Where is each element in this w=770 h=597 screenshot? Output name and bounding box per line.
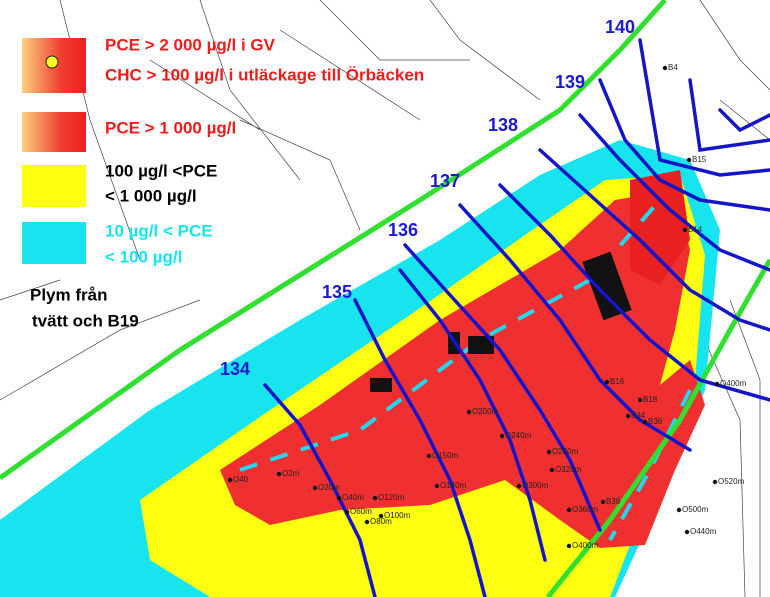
well — [676, 507, 682, 513]
well — [642, 419, 648, 425]
well-label: B38 — [606, 497, 621, 506]
well — [336, 495, 342, 501]
note: Plym från — [30, 285, 107, 304]
contour-label: 139 — [555, 72, 585, 92]
well — [426, 453, 432, 459]
well-label: O360m — [572, 505, 599, 514]
boundary-line — [0, 0, 667, 481]
well — [466, 409, 472, 415]
well — [637, 397, 643, 403]
well — [625, 413, 631, 419]
well-label: O150m — [432, 451, 459, 460]
well-label: O20m — [318, 483, 340, 492]
well-label: O2m — [282, 469, 300, 478]
legend-marker — [45, 55, 59, 69]
well — [549, 467, 555, 473]
well — [312, 485, 318, 491]
legend-label: CHC > 100 µg/l i utläckage till Örbäcken — [105, 65, 424, 84]
well-label: B14 — [688, 225, 703, 234]
well — [378, 513, 384, 519]
contours — [263, 38, 770, 597]
well — [499, 433, 505, 439]
well — [600, 499, 606, 505]
well-label: O320m — [555, 465, 582, 474]
well-label: O40 — [233, 475, 249, 484]
boundary-line — [546, 258, 770, 597]
well-label: O300m — [522, 481, 549, 490]
legend-swatch — [22, 165, 86, 207]
well — [604, 379, 610, 385]
labels: 140139138137136135134B4B15B14B16B18B34B3… — [220, 17, 747, 550]
well — [516, 483, 522, 489]
zone-high — [630, 170, 690, 285]
well — [662, 65, 668, 71]
well-label: O520m — [718, 477, 745, 486]
building — [582, 251, 632, 321]
well — [712, 479, 718, 485]
well-label: B4 — [668, 63, 678, 72]
note: tvätt och B19 — [32, 311, 139, 330]
well-label: B34 — [631, 411, 646, 420]
well-label: O200m — [472, 407, 499, 416]
contour-label: 140 — [605, 17, 635, 37]
well-label: O80m — [370, 517, 392, 526]
building — [468, 336, 494, 354]
legend-label: < 1 000 µg/l — [105, 186, 197, 205]
well-label: O440m — [690, 527, 717, 536]
well-label: O140m — [440, 481, 467, 490]
well-label: O400m — [720, 379, 747, 388]
well — [227, 477, 233, 483]
building — [370, 378, 392, 392]
legend-label: 10 µg/l < PCE — [105, 221, 213, 240]
well-label: B16 — [610, 377, 625, 386]
legend-label: 100 µg/l <PCE — [105, 161, 217, 180]
well-label: O100m — [384, 511, 411, 520]
contour-label: 136 — [388, 220, 418, 240]
well-label: O500m — [682, 505, 709, 514]
well — [434, 483, 440, 489]
legend-swatch — [22, 222, 86, 264]
well — [276, 471, 282, 477]
well-label: O240m — [505, 431, 532, 440]
well — [686, 157, 692, 163]
well — [566, 543, 572, 549]
well — [372, 495, 378, 501]
legend-label: PCE > 1 000 µg/l — [105, 118, 236, 137]
well-label: B15 — [692, 155, 707, 164]
contour-label: 134 — [220, 359, 250, 379]
well — [682, 227, 688, 233]
plume-axis — [239, 198, 692, 541]
well — [714, 381, 720, 387]
well-label: O120m — [378, 493, 405, 502]
legend-swatch — [22, 112, 86, 152]
contour-label: 137 — [430, 171, 460, 191]
well-label: B18 — [643, 395, 658, 404]
legend-label: < 100 µg/l — [105, 247, 182, 266]
well-label: B36 — [648, 417, 663, 426]
well — [364, 519, 370, 525]
well — [684, 529, 690, 535]
well — [344, 509, 350, 515]
contour-label: 138 — [488, 115, 518, 135]
well — [566, 507, 572, 513]
well-label: O60m — [350, 507, 372, 516]
well-label: O280m — [552, 447, 579, 456]
well — [546, 449, 552, 455]
plume — [0, 140, 720, 597]
legend: PCE > 2 000 µg/l i GV CHC > 100 µg/l i u… — [22, 35, 424, 330]
well-label: O400m — [572, 541, 599, 550]
zone-high — [220, 190, 705, 548]
well-label: O40m — [342, 493, 364, 502]
legend-label: PCE > 2 000 µg/l i GV — [105, 35, 276, 54]
contour-label: 135 — [322, 282, 352, 302]
